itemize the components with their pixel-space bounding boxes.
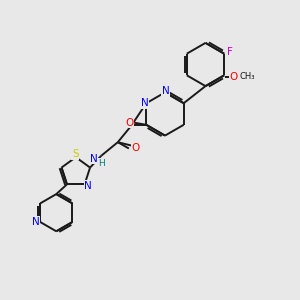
Text: H: H	[98, 159, 105, 168]
Text: F: F	[227, 47, 233, 57]
Text: N: N	[141, 98, 149, 108]
Text: O: O	[230, 72, 238, 82]
Text: CH₃: CH₃	[240, 72, 255, 81]
Text: N: N	[84, 181, 92, 191]
Text: N: N	[90, 154, 98, 164]
Text: N: N	[162, 86, 170, 96]
Text: S: S	[72, 149, 79, 159]
Text: O: O	[125, 118, 133, 128]
Text: N: N	[32, 217, 40, 227]
Text: O: O	[132, 143, 140, 154]
